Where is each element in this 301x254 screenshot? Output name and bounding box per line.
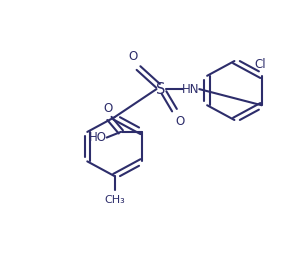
Text: O: O	[129, 50, 138, 63]
Text: O: O	[175, 115, 184, 128]
Text: HN: HN	[182, 83, 200, 96]
Text: HO: HO	[89, 131, 107, 144]
Text: Cl: Cl	[254, 58, 266, 71]
Text: CH₃: CH₃	[104, 195, 125, 205]
Text: S: S	[156, 82, 166, 97]
Text: O: O	[103, 102, 113, 115]
